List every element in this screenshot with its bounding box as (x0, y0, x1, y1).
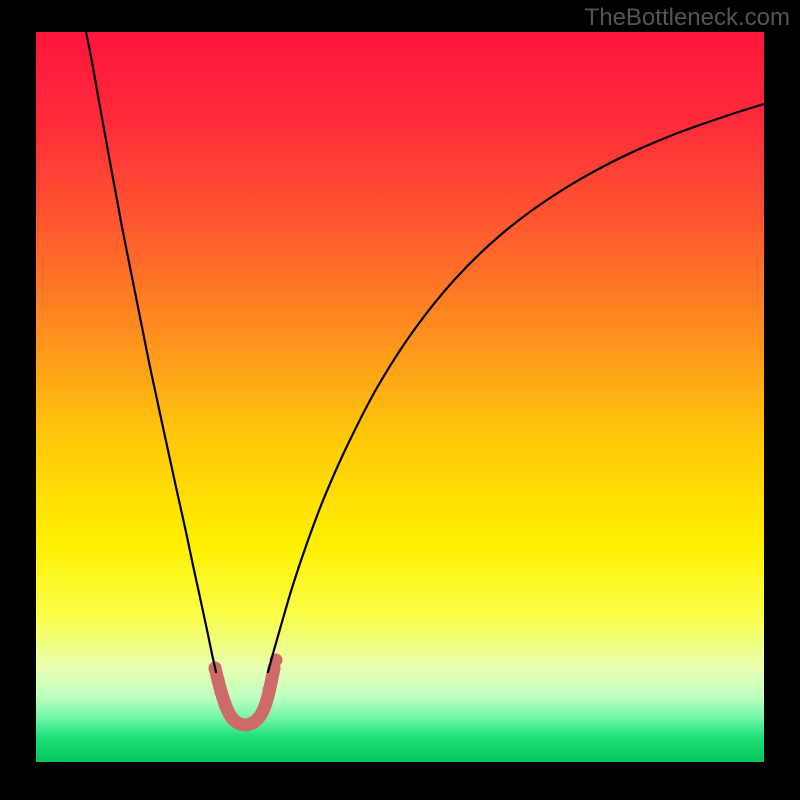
trough-marker (263, 684, 276, 697)
bottleneck-chart (36, 32, 764, 762)
trough-marker (219, 698, 232, 711)
trough-marker (215, 686, 228, 699)
watermark-text: TheBottleneck.com (585, 4, 790, 32)
trough-marker (212, 674, 225, 687)
chart-container: TheBottleneck.com (0, 0, 800, 800)
